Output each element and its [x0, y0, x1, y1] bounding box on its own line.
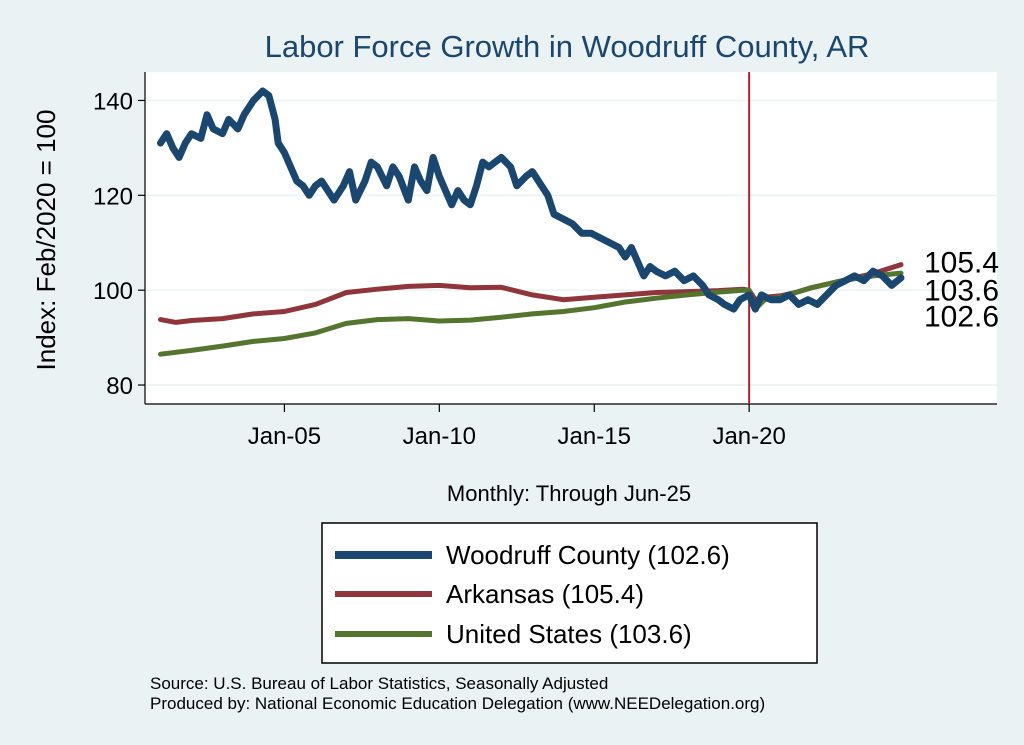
series-line-woodruff — [157, 87, 905, 313]
producer-note: Produced by: National Economic Education… — [150, 694, 765, 713]
x-tick-label: Jan-20 — [712, 423, 785, 450]
source-note: Source: U.S. Bureau of Labor Statistics,… — [150, 674, 608, 693]
end-label-arkansas: 105.4 — [924, 247, 999, 280]
y-tick-label: 100 — [93, 278, 133, 305]
end-label-woodruff: 102.6 — [924, 301, 999, 334]
y-axis-title: Index: Feb/2020 = 100 — [31, 110, 61, 371]
x-axis-title: Monthly: Through Jun-25 — [447, 481, 691, 506]
x-tick-label: Jan-10 — [403, 423, 476, 450]
legend: Woodruff County (102.6) Arkansas (105.4) U… — [335, 540, 730, 649]
chart-title: Labor Force Growth in Woodruff County, A… — [265, 29, 870, 64]
legend-label: Woodruff County (102.6) — [446, 540, 730, 570]
y-tick-label: 120 — [93, 183, 133, 210]
x-tick-label: Jan-15 — [558, 423, 631, 450]
axes: 80 100 120 140 Jan-05 Jan-10 Jan-15 Jan-20 — [93, 72, 997, 450]
y-tick-label: 80 — [106, 373, 133, 400]
x-tick-label: Jan-05 — [248, 423, 321, 450]
gridlines — [145, 99, 997, 386]
plot-area — [145, 72, 997, 404]
legend-label: United States (103.6) — [446, 619, 692, 649]
series-layer — [157, 87, 905, 357]
y-tick-label: 140 — [93, 88, 133, 115]
end-label-united-states: 103.6 — [924, 275, 999, 308]
legend-label: Arkansas (105.4) — [446, 579, 644, 609]
